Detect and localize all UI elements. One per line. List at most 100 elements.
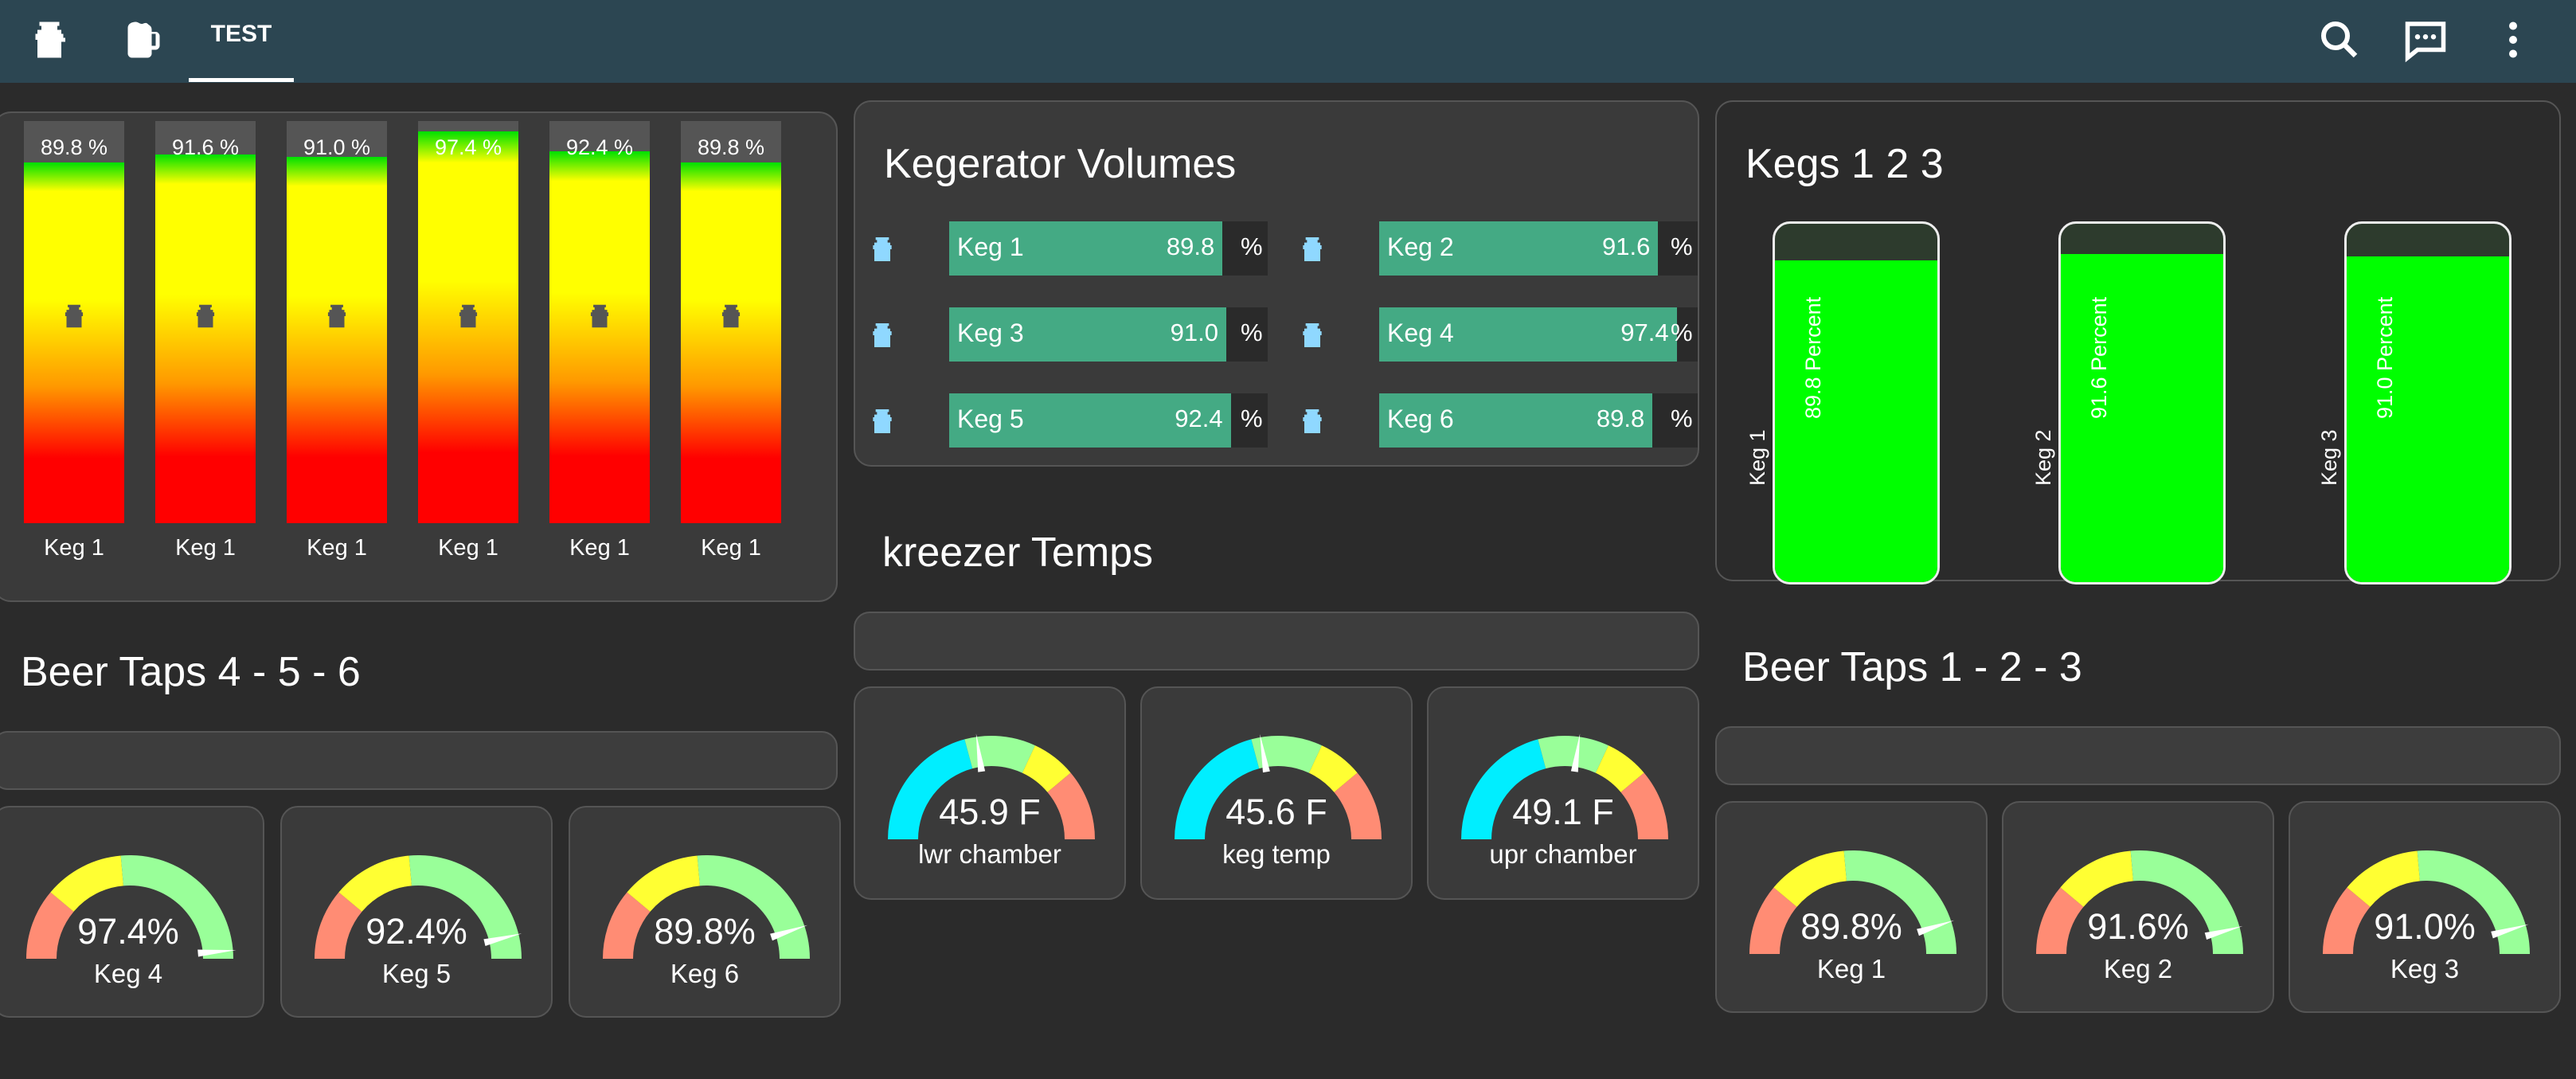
volume-bar-fill	[1379, 393, 1653, 448]
gauge-needle	[975, 733, 986, 772]
volume-bar-value: 89.8	[1596, 405, 1645, 432]
volume-bar-unit: %	[1241, 233, 1263, 260]
gauge-card[interactable]: 89.8% Keg 6	[569, 806, 841, 1018]
gauge-needle	[1260, 733, 1270, 773]
gauge-label: Keg 4	[93, 959, 163, 988]
gauge-needle	[2491, 924, 2529, 939]
gauge-segment	[1620, 772, 1668, 839]
keg-icon	[196, 304, 215, 328]
gauge-label: Keg 5	[381, 959, 451, 988]
vertical-bar-label: Keg 1	[44, 535, 104, 561]
gauge-value: 89.8%	[1800, 906, 1902, 947]
gauge-card[interactable]: 49.1 F upr chamber	[1427, 686, 1699, 900]
beer-mug-icon[interactable]	[118, 16, 166, 64]
volume-bar-fill	[1379, 221, 1659, 276]
vertical-bar[interactable]	[418, 121, 518, 523]
volume-bar[interactable]: Keg 1 89.8%	[949, 221, 1268, 276]
vertical-bar-percent: 89.8 %	[40, 135, 108, 159]
gauge-arc	[2036, 850, 2243, 954]
taps-123-entity-row[interactable]	[1715, 726, 2561, 785]
gauge-segment	[1047, 772, 1095, 839]
tab-test[interactable]: TEST	[210, 21, 272, 47]
volume-bar[interactable]: Keg 5 92.4%	[949, 393, 1268, 448]
top-app-bar: TEST	[0, 0, 2576, 83]
gauge-segment	[2347, 850, 2420, 907]
keg-icon	[1303, 323, 1322, 347]
gauge-segment	[1251, 736, 1322, 773]
gauge-arc	[1461, 733, 1668, 839]
keg-tank-label: Keg 1	[1745, 429, 1769, 486]
gauge-arc	[1749, 850, 1956, 954]
keg-tank[interactable]	[1773, 221, 1940, 584]
gauge-card[interactable]: 91.6% Keg 2	[2002, 801, 2274, 1013]
gauge-card[interactable]: 89.8% Keg 1	[1715, 801, 1988, 1013]
gauge-arc	[2323, 850, 2530, 954]
vertical-bar-label: Keg 1	[701, 535, 761, 561]
gauge-segment	[1461, 739, 1546, 839]
gauge-arc	[603, 855, 810, 959]
gauge-segment	[1308, 745, 1358, 792]
temps-entity-row[interactable]	[854, 612, 1699, 670]
gauge-label: keg temp	[1222, 839, 1331, 869]
search-icon[interactable]	[2316, 16, 2363, 64]
gauge-value: 91.0%	[2374, 906, 2476, 947]
gauge-card[interactable]: 92.4% Keg 5	[280, 806, 553, 1018]
keg-icon	[721, 304, 741, 328]
volume-bar[interactable]: Keg 3 91.0%	[949, 307, 1268, 362]
chat-icon[interactable]	[2402, 16, 2449, 64]
keg-tank-fill	[1775, 260, 1937, 582]
keg-tank[interactable]	[2344, 221, 2512, 584]
volume-bar-name: Keg 5	[957, 405, 1024, 433]
gauge-needle	[2204, 926, 2243, 940]
gauge-needle	[1917, 920, 1955, 936]
volume-bar[interactable]: Keg 2 91.6%	[1379, 221, 1698, 276]
gauge-value: 49.1 F	[1512, 792, 1614, 832]
vertical-bar[interactable]	[155, 121, 256, 523]
keg-tank-percent: 89.8 Percent	[1801, 296, 1825, 419]
keg-icon	[327, 304, 346, 328]
gauge-label: lwr chamber	[918, 839, 1061, 869]
gauge-segment	[627, 855, 700, 912]
keg-tank[interactable]	[2058, 221, 2226, 584]
gauge-segment	[408, 855, 522, 959]
volume-bar-fill	[949, 221, 1223, 276]
gauge-arc	[888, 733, 1095, 839]
gauge-value: 97.4%	[77, 911, 179, 952]
gauge-card[interactable]: 91.0% Keg 3	[2289, 801, 2561, 1013]
kegs-123-title: Kegs 1 2 3	[1745, 141, 1944, 187]
gauge-card[interactable]: 45.6 F keg temp	[1140, 686, 1413, 900]
keg-icon	[459, 304, 478, 328]
gauge-segment	[2036, 887, 2084, 954]
vertical-bar[interactable]	[549, 121, 650, 523]
keg-icon[interactable]	[25, 16, 73, 64]
taps-456-title: Beer Taps 4 - 5 - 6	[21, 649, 361, 695]
volume-bar[interactable]: Keg 4 97.4%	[1379, 307, 1698, 362]
gauge-label: Keg 1	[1816, 954, 1886, 983]
volume-bar-value: 91.0	[1170, 319, 1218, 346]
volume-bar-value: 97.4	[1620, 319, 1669, 346]
gauge-segment	[1022, 745, 1071, 792]
gauge-value: 45.9 F	[939, 792, 1041, 832]
gauge-label: Keg 2	[2103, 954, 2173, 983]
keg-tank-label: Keg 2	[2031, 429, 2055, 486]
vertical-bar[interactable]	[681, 121, 781, 523]
volume-bar-fill	[1379, 307, 1677, 362]
taps-456-entity-row[interactable]	[0, 731, 838, 790]
gauge-card[interactable]: 45.9 F lwr chamber	[854, 686, 1126, 900]
vertical-bar-fill	[24, 162, 124, 523]
volume-bar-value: 92.4	[1175, 405, 1223, 432]
keg-icon	[1303, 409, 1322, 433]
gauge-segment	[315, 892, 362, 959]
vertical-bar[interactable]	[24, 121, 124, 523]
kegs-123-card: Kegs 1 2 3 89.8 Percent Keg 1 91.6 Percent…	[1715, 100, 2561, 584]
volume-bar[interactable]: Keg 6 89.8%	[1379, 393, 1698, 448]
more-vert-icon[interactable]	[2489, 16, 2537, 64]
gauge-card[interactable]: 97.4% Keg 4	[0, 806, 264, 1018]
keg-tank-percent: 91.6 Percent	[2087, 296, 2111, 419]
gauge-arc	[26, 855, 236, 959]
gauge-needle	[483, 933, 522, 947]
keg-icon	[873, 323, 892, 347]
gauge-segment	[2060, 850, 2133, 907]
vertical-bar[interactable]	[287, 121, 387, 523]
gauge-value: 92.4%	[365, 911, 467, 952]
